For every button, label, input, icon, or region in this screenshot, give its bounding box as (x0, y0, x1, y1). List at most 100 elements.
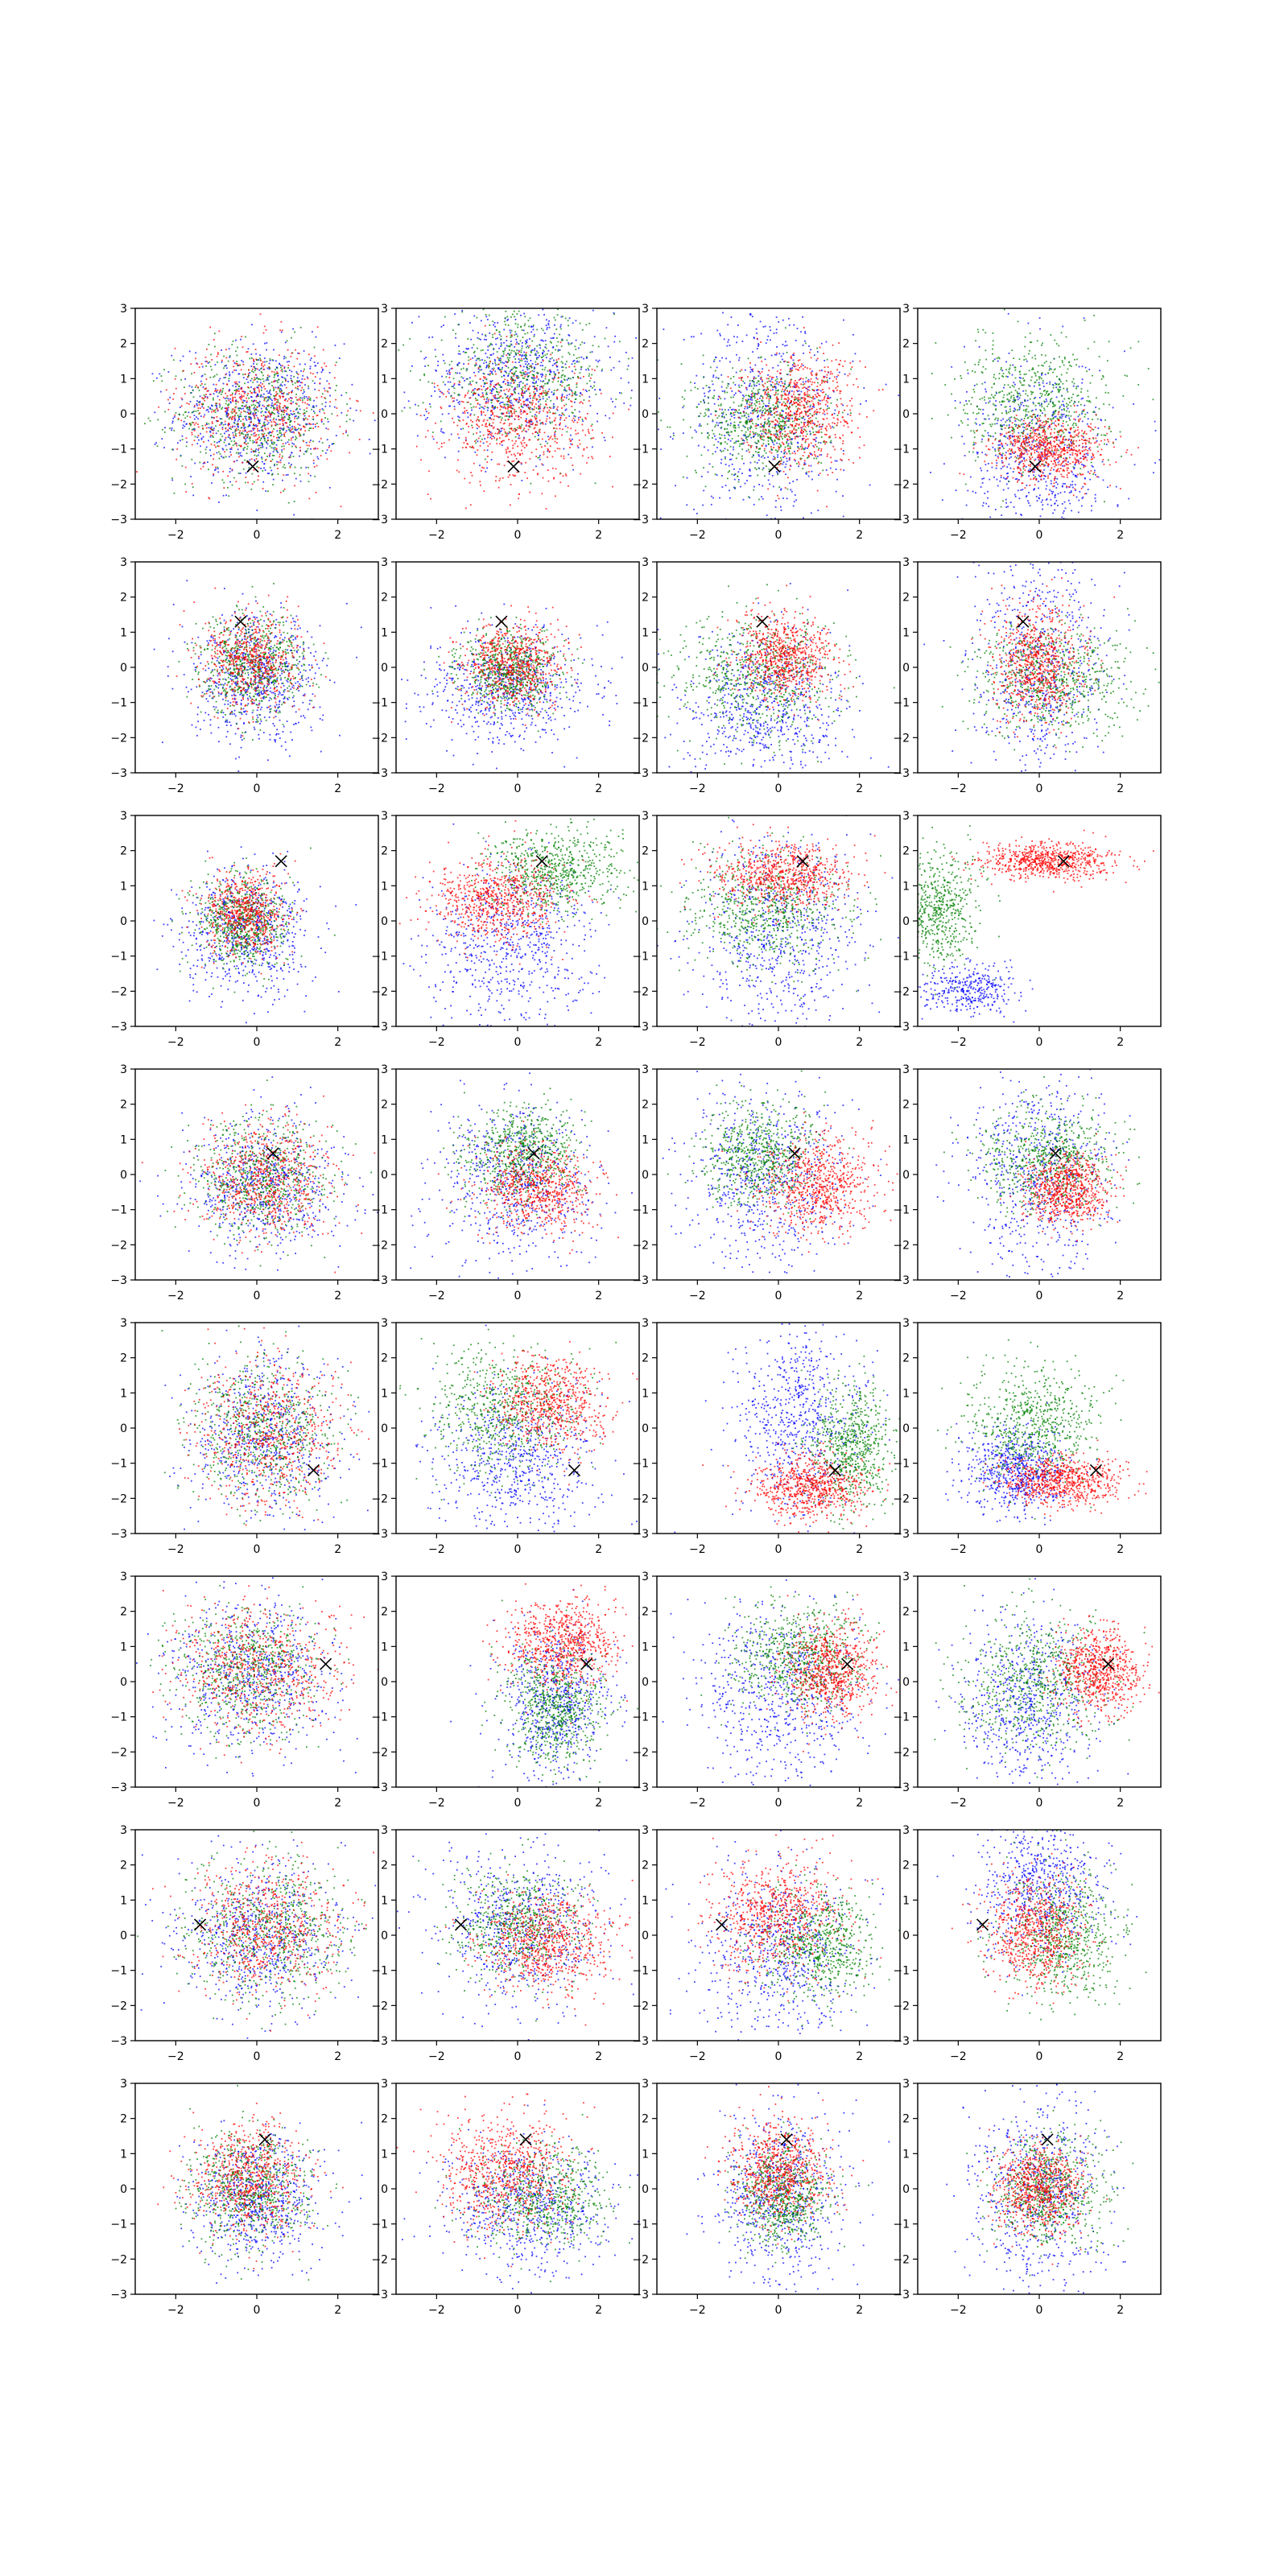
point-blue (503, 329, 505, 331)
point-green (726, 431, 728, 433)
point-red (592, 369, 593, 370)
point-blue (270, 453, 271, 455)
point-red (175, 348, 176, 349)
point-blue (774, 444, 775, 445)
point-red (299, 433, 300, 435)
point-blue (222, 449, 224, 451)
point-green (501, 339, 502, 341)
point-blue (795, 494, 796, 496)
point-blue (839, 372, 840, 374)
point-red (512, 361, 514, 363)
point-green (738, 405, 740, 407)
point-green (296, 408, 298, 410)
point-blue (778, 353, 780, 354)
point-blue (546, 319, 547, 320)
point-blue (225, 440, 226, 441)
point-red (470, 419, 472, 421)
y-tick-label: 2 (381, 338, 388, 351)
point-red (472, 390, 473, 391)
point-blue (535, 382, 537, 384)
point-green (786, 352, 788, 353)
point-blue (299, 380, 300, 382)
point-red (509, 423, 510, 424)
point-red (533, 469, 535, 471)
point-blue (218, 380, 220, 382)
point-red (537, 440, 539, 441)
point-red (262, 383, 263, 385)
point-red (225, 421, 226, 423)
point-green (271, 474, 273, 476)
point-green (511, 380, 513, 382)
point-green (791, 444, 793, 445)
point-red (537, 473, 539, 474)
point-green (557, 341, 559, 343)
point-green (732, 438, 733, 440)
point-green (575, 369, 576, 370)
point-red (444, 442, 445, 444)
point-red (194, 372, 196, 374)
point-green (630, 398, 632, 399)
point-red (525, 371, 526, 373)
point-red (588, 400, 590, 402)
point-red (205, 394, 207, 395)
point-red (228, 425, 229, 427)
point-red (236, 430, 237, 431)
point-blue (574, 419, 576, 421)
point-blue (818, 474, 819, 476)
point-blue (304, 364, 306, 365)
point-red (480, 378, 481, 380)
point-red (303, 370, 304, 372)
point-green (770, 411, 772, 412)
point-blue (183, 424, 184, 426)
point-blue (478, 371, 480, 373)
point-blue (472, 357, 473, 359)
point-blue (566, 397, 568, 398)
point-green (279, 430, 281, 431)
point-blue (724, 338, 725, 340)
point-blue (683, 339, 685, 341)
point-blue (183, 356, 184, 357)
point-red (181, 405, 183, 407)
point-green (727, 478, 729, 480)
point-green (786, 424, 787, 426)
point-blue (708, 449, 709, 451)
point-blue (293, 514, 295, 516)
point-green (720, 398, 721, 399)
point-blue (281, 393, 283, 394)
point-red (186, 437, 188, 439)
point-red (583, 449, 584, 451)
point-blue (241, 360, 242, 361)
point-green (725, 414, 727, 415)
point-green (217, 431, 219, 432)
point-green (739, 386, 741, 388)
point-red (283, 419, 285, 421)
point-red (543, 452, 545, 453)
point-blue (703, 387, 704, 389)
point-blue (749, 475, 750, 477)
y-tick-label: 1 (120, 373, 127, 386)
point-blue (184, 378, 186, 380)
point-blue (434, 390, 436, 392)
point-red (428, 470, 430, 472)
point-green (758, 436, 759, 437)
point-red (251, 458, 253, 460)
point-red (213, 458, 214, 460)
point-blue (280, 365, 282, 366)
point-red (579, 440, 580, 441)
point-green (816, 348, 818, 349)
point-red (247, 393, 249, 394)
point-green (226, 449, 228, 451)
point-green (540, 444, 542, 445)
point-red (310, 373, 312, 374)
point-blue (604, 437, 605, 439)
y-tick-label: 3 (381, 303, 388, 316)
point-red (531, 404, 533, 406)
point-blue (808, 345, 810, 347)
point-red (327, 458, 328, 460)
point-red (485, 426, 486, 427)
point-blue (458, 437, 460, 439)
point-red (483, 420, 485, 422)
point-blue (216, 391, 217, 393)
point-red (518, 493, 520, 495)
point-red (582, 455, 584, 456)
